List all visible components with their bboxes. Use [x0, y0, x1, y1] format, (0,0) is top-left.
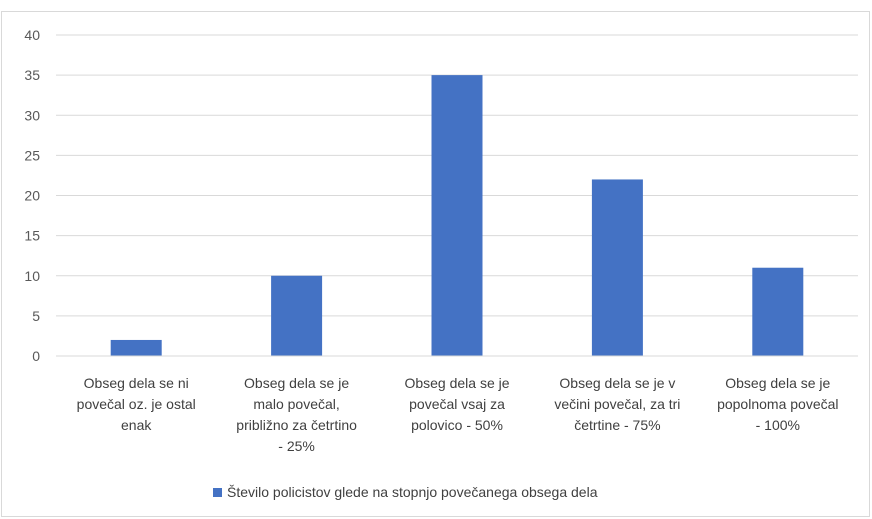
- y-tick-label: 35: [24, 67, 40, 83]
- x-category-label-line: popolnoma povečal: [717, 396, 838, 412]
- y-tick-label: 40: [24, 27, 40, 43]
- x-category-label: Obseg dela se je malo povečal, približno z…: [236, 375, 357, 454]
- x-category-label-line: Obseg dela se je: [725, 375, 830, 391]
- bar: [431, 75, 483, 356]
- bar: [110, 339, 162, 356]
- x-category-label-line: - 100%: [756, 417, 800, 433]
- x-category-label-line: enak: [121, 417, 152, 433]
- legend-swatch: [213, 488, 222, 497]
- x-category-label-line: povečal vsaj za: [409, 396, 505, 412]
- bar: [271, 275, 323, 356]
- bar: [752, 267, 804, 356]
- y-tick-label: 0: [32, 348, 40, 364]
- x-category-label-line: Obseg dela se je: [244, 375, 349, 391]
- x-category-label-line: malo povečal,: [253, 396, 339, 412]
- y-tick-label: 5: [32, 308, 40, 324]
- x-category-label-line: Obseg dela se ni: [84, 375, 189, 391]
- y-tick-label: 20: [24, 188, 40, 204]
- x-category-label-line: četrtine - 75%: [574, 417, 660, 433]
- legend: Število policistov glede na stopnjo pove…: [213, 484, 598, 500]
- legend-label: Število policistov glede na stopnjo pove…: [227, 484, 598, 500]
- x-category-label-line: polovico - 50%: [411, 417, 503, 433]
- y-tick-label: 10: [24, 268, 40, 284]
- x-category-label: Obseg dela se je povečal vsaj za polovico …: [404, 375, 509, 433]
- y-tick-label: 30: [24, 107, 40, 123]
- x-axis-category-labels: Obseg dela se ni povečal oz. je ostal enak…: [77, 375, 839, 454]
- x-category-label-line: Obseg dela se je: [404, 375, 509, 391]
- bar: [591, 179, 643, 356]
- x-category-label-line: večini povečal, za tri: [554, 396, 680, 412]
- x-category-label: Obseg dela se je v večini povečal, za tri…: [554, 375, 680, 433]
- y-tick-label: 25: [24, 147, 40, 163]
- x-category-label-line: povečal oz. je ostal: [77, 396, 196, 412]
- y-tick-label: 15: [24, 228, 40, 244]
- x-category-label-line: - 25%: [278, 438, 315, 454]
- x-category-label-line: približno za četrtino: [236, 417, 357, 433]
- x-category-label: Obseg dela se je popolnoma povečal - 100%: [717, 375, 838, 433]
- bars: [110, 75, 804, 356]
- x-category-label-line: Obseg dela se je v: [559, 375, 675, 391]
- x-category-label: Obseg dela se ni povečal oz. je ostal enak: [77, 375, 196, 433]
- y-axis-tick-labels: 0 5 10 15 20 25 30 35 40: [24, 27, 40, 364]
